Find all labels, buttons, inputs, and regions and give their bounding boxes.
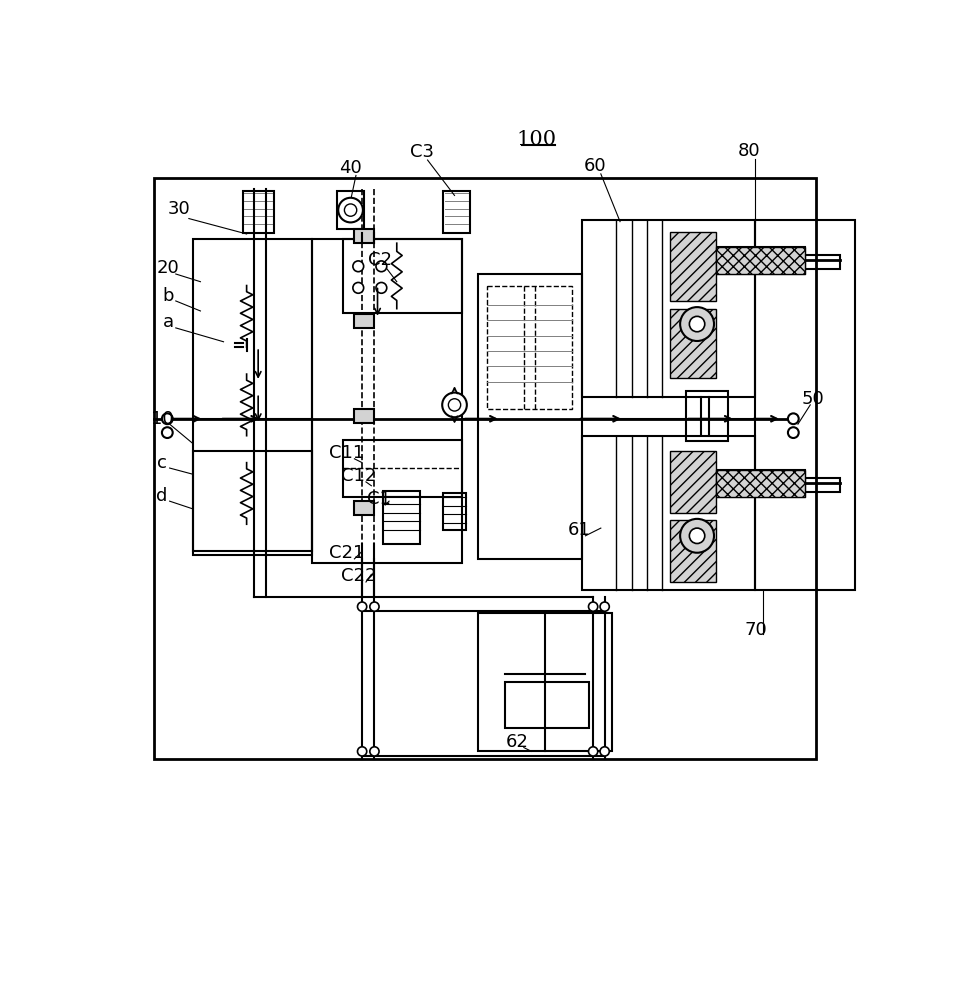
Circle shape xyxy=(448,399,461,411)
Text: 30: 30 xyxy=(167,200,191,218)
Bar xyxy=(685,391,728,441)
Text: 62: 62 xyxy=(506,733,529,751)
Circle shape xyxy=(689,528,705,544)
Bar xyxy=(354,501,375,515)
Text: 80: 80 xyxy=(738,142,760,160)
Circle shape xyxy=(681,519,714,553)
Text: 20: 20 xyxy=(157,259,179,277)
Circle shape xyxy=(689,316,705,332)
Bar xyxy=(755,220,855,590)
Text: 61: 61 xyxy=(568,521,590,539)
Circle shape xyxy=(162,427,172,438)
Bar xyxy=(193,239,312,555)
Circle shape xyxy=(376,261,387,272)
Bar xyxy=(343,440,463,497)
Text: C1: C1 xyxy=(367,490,391,508)
Circle shape xyxy=(357,602,367,611)
Circle shape xyxy=(376,282,387,293)
Text: 60: 60 xyxy=(584,157,606,175)
Text: 70: 70 xyxy=(745,621,768,639)
Bar xyxy=(670,520,716,582)
Bar xyxy=(487,286,571,409)
Bar xyxy=(354,409,375,423)
Bar xyxy=(338,191,364,229)
Circle shape xyxy=(357,747,367,756)
Circle shape xyxy=(162,413,172,424)
Bar xyxy=(804,478,839,492)
Circle shape xyxy=(353,282,364,293)
Bar xyxy=(716,247,804,274)
Bar xyxy=(354,314,375,328)
Text: a: a xyxy=(163,313,173,331)
Bar xyxy=(670,232,716,301)
Bar xyxy=(670,309,716,378)
Circle shape xyxy=(345,204,357,216)
Text: C22: C22 xyxy=(341,567,376,585)
Bar xyxy=(804,255,839,269)
Bar xyxy=(154,178,816,759)
Circle shape xyxy=(370,602,379,611)
Text: b: b xyxy=(163,287,174,305)
Circle shape xyxy=(681,307,714,341)
Circle shape xyxy=(442,393,467,417)
Bar xyxy=(477,274,582,559)
Circle shape xyxy=(600,602,609,611)
Text: C2: C2 xyxy=(368,251,392,269)
Circle shape xyxy=(600,747,609,756)
Text: c: c xyxy=(157,454,166,472)
Text: 10: 10 xyxy=(151,410,173,428)
Bar xyxy=(582,436,755,590)
Circle shape xyxy=(589,747,598,756)
Bar xyxy=(582,220,755,397)
Bar xyxy=(716,470,804,497)
Bar xyxy=(312,239,463,563)
Bar xyxy=(443,191,469,233)
Bar xyxy=(670,451,716,513)
Circle shape xyxy=(353,261,364,272)
Circle shape xyxy=(589,602,598,611)
Text: C3: C3 xyxy=(410,143,435,161)
Text: C11: C11 xyxy=(329,444,364,462)
Bar xyxy=(193,451,312,551)
Text: d: d xyxy=(156,487,167,505)
Bar xyxy=(443,493,466,530)
Bar xyxy=(243,191,274,233)
Bar xyxy=(354,229,375,243)
Bar xyxy=(716,470,804,497)
Bar xyxy=(343,239,463,312)
Bar xyxy=(477,613,613,751)
Circle shape xyxy=(370,747,379,756)
Text: C12: C12 xyxy=(341,467,376,485)
Circle shape xyxy=(788,413,799,424)
Circle shape xyxy=(338,198,363,222)
Bar xyxy=(383,491,420,544)
Circle shape xyxy=(788,427,799,438)
Text: 100: 100 xyxy=(517,130,557,149)
Bar xyxy=(504,682,590,728)
Text: C21: C21 xyxy=(329,544,364,562)
Bar xyxy=(716,247,804,274)
Text: 50: 50 xyxy=(802,390,824,408)
Text: 40: 40 xyxy=(339,159,362,177)
